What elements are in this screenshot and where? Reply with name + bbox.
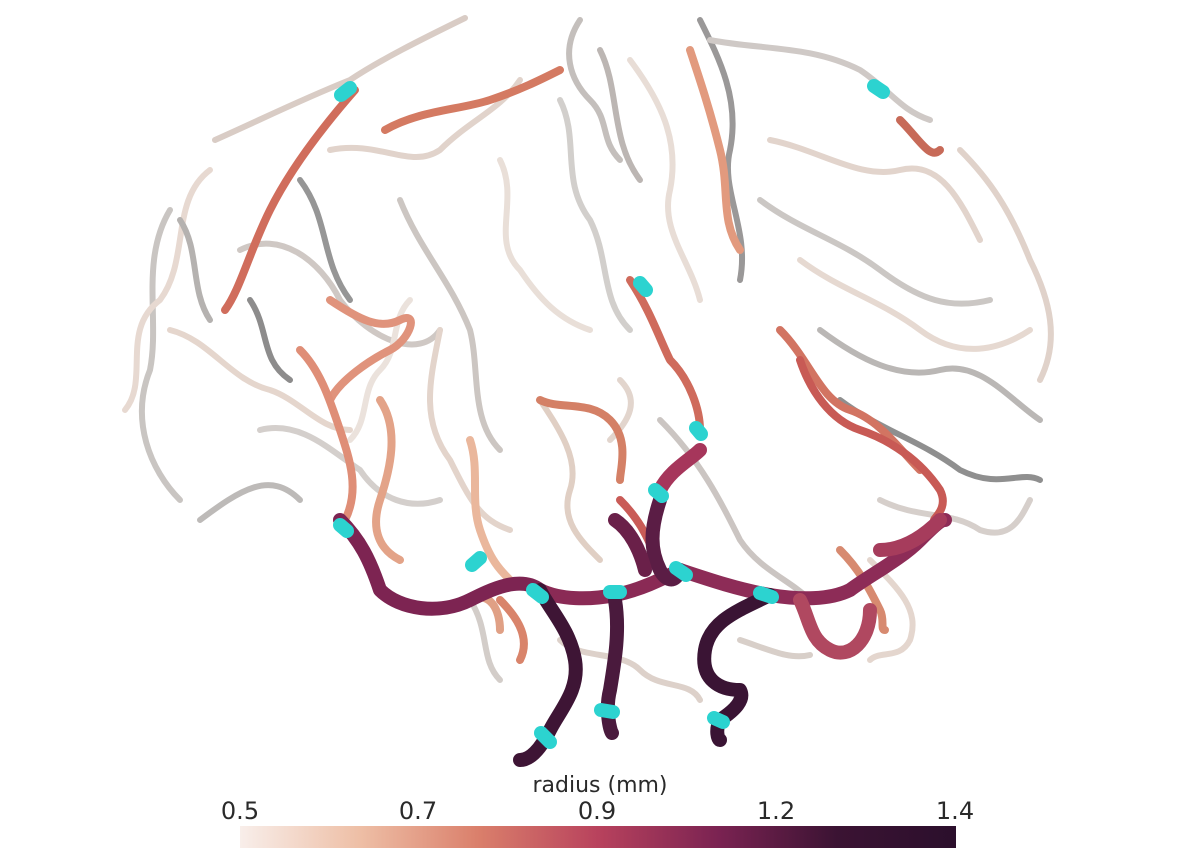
colorbar-tick-label: 1.4 [935,797,975,825]
colorbar-title: radius (mm) [532,773,668,798]
colorbar-tick-label: 0.5 [220,797,260,825]
thin-vessels [122,15,1054,703]
colorbar-tick-label: 0.7 [398,797,438,825]
medium-vessels [221,46,947,664]
segment-markers [333,79,890,749]
colorbar-gradient [240,826,956,848]
colorbar-tick-label: 0.9 [577,797,617,825]
colorbar-tick-label: 1.2 [756,797,796,825]
main-arteries [333,443,952,767]
